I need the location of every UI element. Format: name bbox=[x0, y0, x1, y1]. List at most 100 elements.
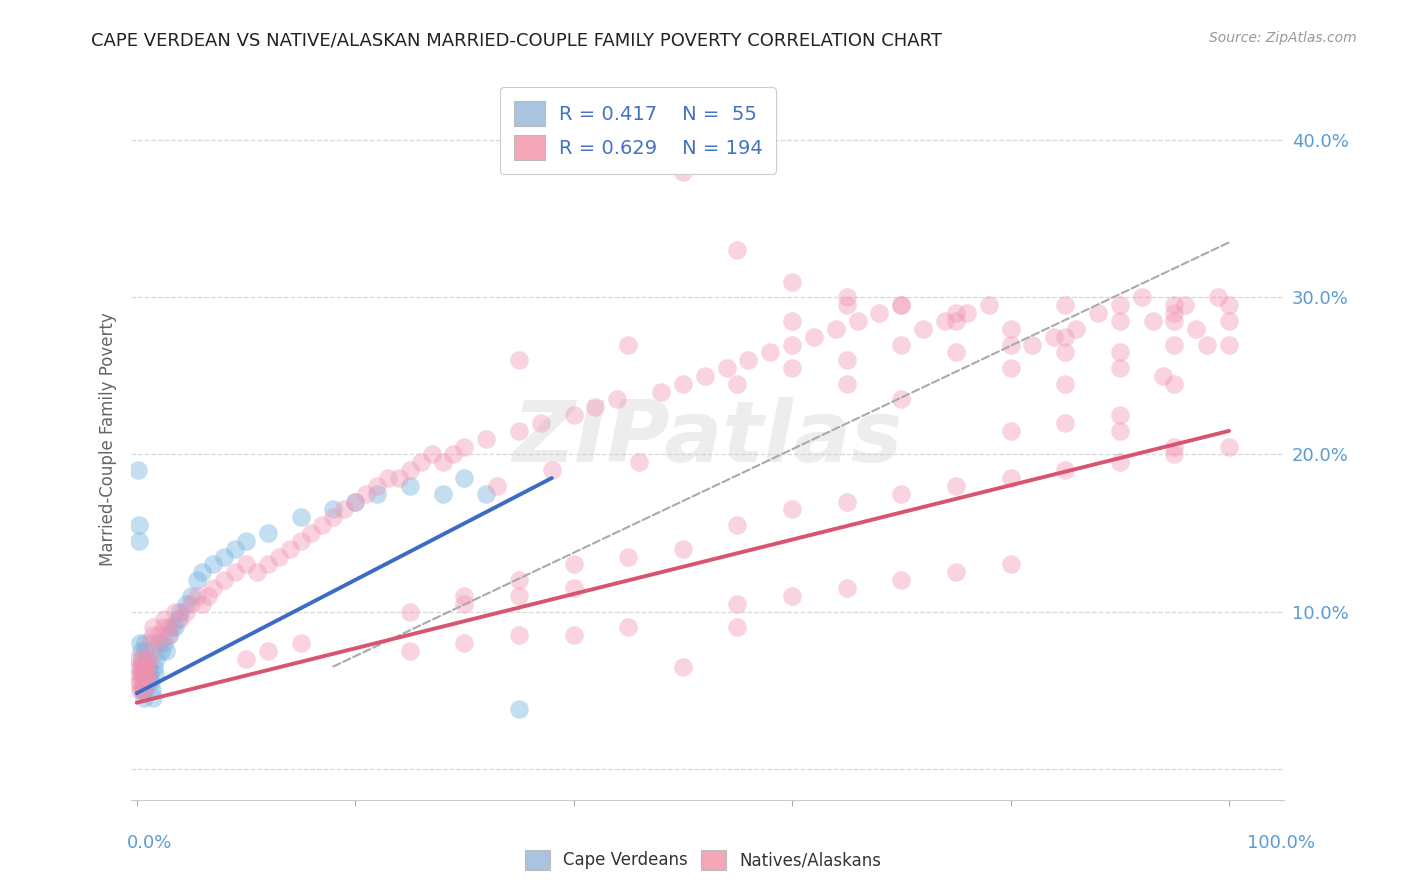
Point bbox=[672, 541, 695, 556]
Point bbox=[650, 384, 672, 399]
Point bbox=[160, 620, 183, 634]
Point bbox=[127, 659, 149, 673]
Point bbox=[153, 612, 176, 626]
Point bbox=[333, 502, 356, 516]
Point bbox=[869, 306, 891, 320]
Point bbox=[256, 526, 278, 541]
Point bbox=[453, 471, 475, 485]
Point bbox=[344, 494, 367, 508]
Y-axis label: Married-Couple Family Poverty: Married-Couple Family Poverty bbox=[100, 312, 117, 566]
Point bbox=[727, 376, 749, 391]
Point bbox=[1000, 424, 1022, 438]
Point bbox=[1142, 314, 1164, 328]
Point bbox=[235, 651, 257, 665]
Point bbox=[956, 306, 979, 320]
Point bbox=[136, 667, 159, 681]
Point bbox=[136, 675, 159, 690]
Point bbox=[453, 440, 475, 454]
Point bbox=[1108, 408, 1130, 422]
Point bbox=[155, 644, 177, 658]
Point bbox=[354, 487, 377, 501]
Point bbox=[235, 533, 257, 548]
Point bbox=[585, 401, 607, 415]
Point bbox=[129, 659, 152, 673]
Point bbox=[672, 659, 695, 673]
Point bbox=[132, 683, 155, 698]
Point bbox=[301, 526, 323, 541]
Point bbox=[138, 659, 160, 673]
Point bbox=[148, 628, 170, 642]
Point bbox=[835, 581, 858, 595]
Point bbox=[508, 573, 530, 587]
Point bbox=[398, 463, 420, 477]
Point bbox=[1000, 337, 1022, 351]
Point bbox=[890, 487, 912, 501]
Point bbox=[1152, 368, 1174, 383]
Text: Source: ZipAtlas.com: Source: ZipAtlas.com bbox=[1209, 31, 1357, 45]
Point bbox=[617, 337, 640, 351]
Point bbox=[835, 290, 858, 304]
Point bbox=[1163, 337, 1185, 351]
Point bbox=[617, 549, 640, 564]
Point bbox=[145, 651, 167, 665]
Point bbox=[890, 298, 912, 312]
Point bbox=[138, 667, 160, 681]
Point bbox=[134, 659, 156, 673]
Point bbox=[617, 620, 640, 634]
Point bbox=[134, 683, 156, 698]
Point bbox=[835, 298, 858, 312]
Point bbox=[1108, 298, 1130, 312]
Point bbox=[290, 510, 312, 524]
Point bbox=[780, 589, 803, 603]
Point bbox=[174, 605, 197, 619]
Point bbox=[148, 636, 170, 650]
Point bbox=[153, 636, 176, 650]
Point bbox=[453, 597, 475, 611]
Point bbox=[453, 589, 475, 603]
Point bbox=[127, 463, 149, 477]
Point bbox=[159, 620, 181, 634]
Point bbox=[508, 353, 530, 368]
Point bbox=[1197, 337, 1219, 351]
Point bbox=[890, 573, 912, 587]
Point bbox=[1206, 290, 1229, 304]
Point bbox=[131, 651, 153, 665]
Point bbox=[129, 675, 152, 690]
Point bbox=[508, 589, 530, 603]
Point bbox=[235, 558, 257, 572]
Legend: R = 0.417    N =  55, R = 0.629    N = 194: R = 0.417 N = 55, R = 0.629 N = 194 bbox=[501, 87, 776, 174]
Point bbox=[1130, 290, 1153, 304]
Point bbox=[1218, 337, 1240, 351]
Point bbox=[128, 667, 150, 681]
Point bbox=[1054, 329, 1077, 343]
Point bbox=[398, 644, 420, 658]
Point bbox=[134, 675, 156, 690]
Point bbox=[562, 628, 585, 642]
Point bbox=[835, 376, 858, 391]
Point bbox=[388, 471, 411, 485]
Point bbox=[129, 636, 152, 650]
Point bbox=[344, 494, 367, 508]
Point bbox=[180, 597, 202, 611]
Point bbox=[945, 479, 967, 493]
Point bbox=[1043, 329, 1066, 343]
Point bbox=[311, 518, 333, 533]
Point bbox=[1218, 298, 1240, 312]
Text: 0.0%: 0.0% bbox=[127, 834, 172, 852]
Point bbox=[890, 298, 912, 312]
Point bbox=[945, 345, 967, 359]
Point bbox=[780, 502, 803, 516]
Point bbox=[562, 581, 585, 595]
Point bbox=[134, 683, 156, 698]
Point bbox=[131, 651, 153, 665]
Point bbox=[169, 605, 191, 619]
Point bbox=[486, 479, 509, 493]
Point bbox=[780, 337, 803, 351]
Point bbox=[912, 322, 935, 336]
Point bbox=[1185, 322, 1208, 336]
Point bbox=[1054, 298, 1077, 312]
Point bbox=[136, 667, 159, 681]
Point bbox=[129, 683, 152, 698]
Point bbox=[890, 337, 912, 351]
Point bbox=[420, 447, 443, 461]
